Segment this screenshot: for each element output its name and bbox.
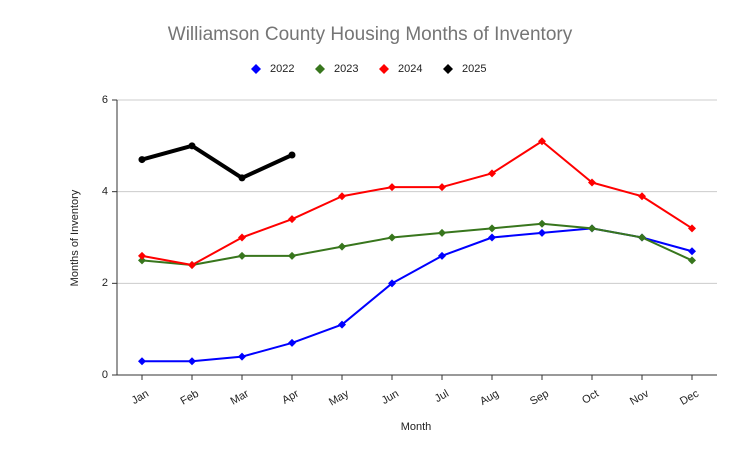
y-tick-label: 2 <box>102 277 108 289</box>
point <box>238 251 246 260</box>
point <box>538 228 546 237</box>
legend-label: 2024 <box>398 63 422 75</box>
point <box>638 233 646 242</box>
point <box>538 219 546 228</box>
legend-label: 2022 <box>270 63 294 75</box>
point <box>188 142 196 150</box>
point <box>638 192 646 201</box>
point <box>288 215 296 224</box>
point <box>588 224 596 233</box>
legend-marker <box>379 64 389 74</box>
x-axis-label: Month <box>401 421 432 433</box>
point <box>488 233 496 242</box>
y-tick-label: 0 <box>102 369 108 381</box>
series-line <box>141 140 693 266</box>
series-line <box>141 222 693 266</box>
point <box>338 320 346 329</box>
legend-marker <box>251 64 261 74</box>
point <box>238 233 246 242</box>
point <box>688 224 696 233</box>
point <box>388 279 396 288</box>
point <box>338 192 346 201</box>
point <box>138 251 146 260</box>
chart-title: Williamson County Housing Months of Inve… <box>168 24 573 45</box>
point <box>288 338 296 347</box>
point <box>238 174 246 182</box>
point <box>138 156 146 164</box>
point <box>188 357 196 366</box>
y-tick-label: 6 <box>102 94 108 106</box>
point <box>688 247 696 256</box>
point <box>388 183 396 192</box>
point <box>138 256 146 265</box>
point <box>338 242 346 251</box>
point <box>438 228 446 237</box>
legend-label: 2023 <box>334 63 358 75</box>
legend-marker <box>315 64 325 74</box>
legend-label: 2025 <box>462 63 486 75</box>
series-line <box>141 143 293 180</box>
point <box>138 357 146 366</box>
point <box>288 151 296 159</box>
point <box>688 256 696 265</box>
point <box>188 261 196 269</box>
point <box>438 251 446 260</box>
point <box>488 169 496 178</box>
point <box>538 137 546 146</box>
point <box>238 352 246 361</box>
legend-marker <box>443 64 453 74</box>
point <box>288 251 296 260</box>
point <box>388 233 396 242</box>
point <box>488 224 496 233</box>
point <box>438 183 446 192</box>
point <box>588 178 596 187</box>
y-tick-label: 4 <box>102 186 108 198</box>
y-axis-label: Months of Inventory <box>69 189 81 286</box>
